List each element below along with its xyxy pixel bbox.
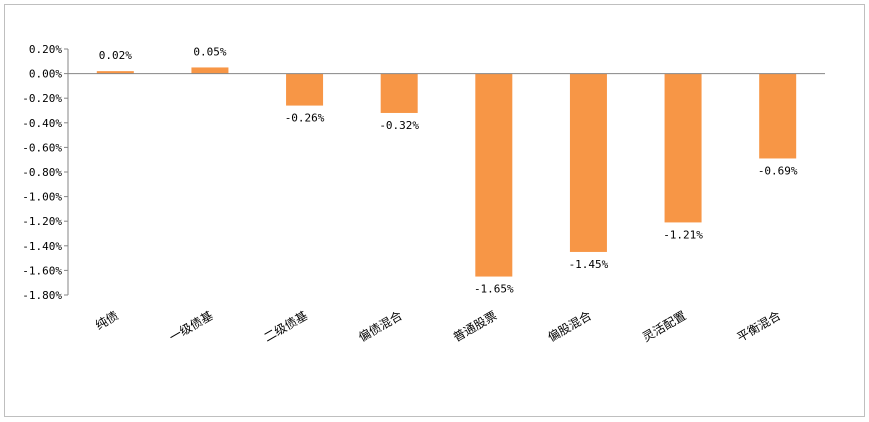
bars — [96, 67, 797, 277]
y-tick-label: -1.00% — [22, 191, 62, 204]
y-tick-label: -1.40% — [22, 240, 62, 253]
data-label: 0.05% — [193, 45, 226, 58]
y-tick-label: -1.60% — [22, 264, 62, 277]
category-label: 纯债 — [93, 308, 121, 332]
bar — [191, 67, 229, 74]
y-tick-label: -0.40% — [22, 117, 62, 130]
y-tick-label: 0.20% — [29, 43, 62, 56]
bar — [569, 73, 607, 252]
category-label: 二级债基 — [261, 308, 310, 344]
data-label: -0.69% — [758, 164, 798, 177]
data-label: 0.02% — [99, 49, 132, 62]
category-label: 平衡混合 — [734, 308, 783, 345]
y-tick-label: -0.80% — [22, 166, 62, 179]
category-labels: 纯债 一级债基 二级债基 偏债混合 普通股票 偏股混合 灵活配置 平衡混合 — [93, 308, 783, 345]
data-label: -1.21% — [663, 228, 703, 241]
bar — [96, 71, 134, 74]
category-label: 灵活配置 — [640, 308, 689, 344]
bar — [286, 73, 324, 106]
bar — [475, 73, 513, 277]
category-label: 偏股混合 — [545, 308, 594, 345]
y-tick-label: -1.80% — [22, 289, 62, 302]
bar — [664, 73, 702, 223]
bar — [759, 73, 797, 159]
y-tick-label: 0.00% — [29, 68, 62, 81]
data-label: -1.45% — [569, 258, 609, 271]
data-label: -0.26% — [285, 112, 325, 125]
bar — [380, 73, 418, 113]
category-label: 普通股票 — [451, 308, 500, 344]
y-axis: 0.20% 0.00% -0.20% -0.40% -0.60% -0.80% -1.00%… — [22, 43, 69, 302]
data-label: -0.32% — [379, 119, 419, 132]
y-tick-label: -1.20% — [22, 215, 62, 228]
category-label: 一级债基 — [167, 308, 216, 344]
chart-frame — [4, 4, 865, 417]
y-tick-label: -0.20% — [22, 92, 62, 105]
category-label: 偏债混合 — [356, 308, 405, 345]
data-label: -1.65% — [474, 283, 514, 296]
data-labels: 0.02% 0.05% -0.26% -0.32% -1.65% -1.45% -1.21%… — [99, 45, 798, 295]
y-tick-label: -0.60% — [22, 141, 62, 154]
